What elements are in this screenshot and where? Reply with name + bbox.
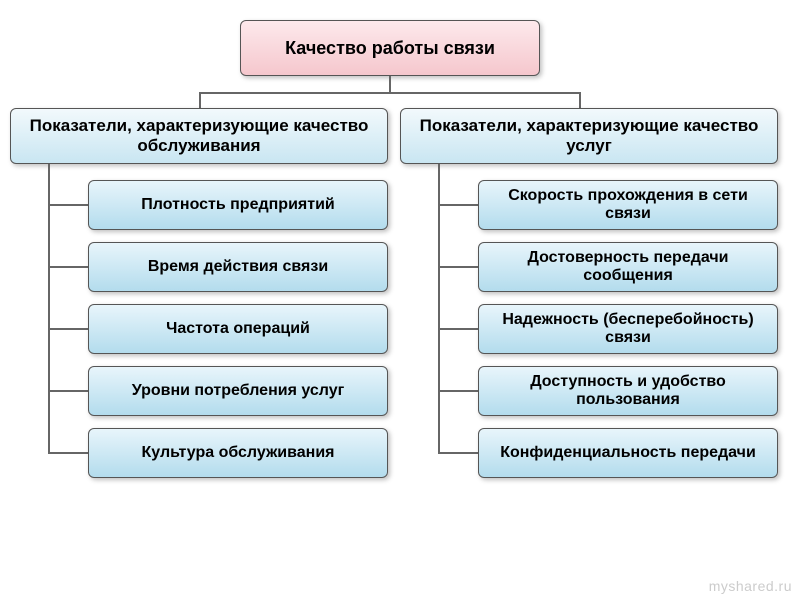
- leaf-label: Время действия связи: [148, 258, 328, 276]
- leaf-node: Надежность (бесперебойность) связи: [478, 304, 778, 354]
- connector: [48, 452, 88, 454]
- connector: [438, 164, 440, 453]
- leaf-label: Достоверность передачи сообщения: [487, 249, 769, 285]
- leaf-label: Надежность (бесперебойность) связи: [487, 311, 769, 347]
- watermark: myshared.ru: [709, 578, 792, 594]
- connector: [48, 390, 88, 392]
- branch-label: Показатели, характеризующие качество обс…: [19, 116, 379, 156]
- leaf-label: Уровни потребления услуг: [132, 382, 345, 400]
- watermark-text: myshared.ru: [709, 578, 792, 594]
- leaf-label: Конфиденциальность передачи: [500, 444, 756, 462]
- leaf-label: Доступность и удобство пользования: [487, 373, 769, 409]
- leaf-node: Конфиденциальность передачи: [478, 428, 778, 478]
- connector: [48, 164, 50, 453]
- connector: [438, 328, 478, 330]
- leaf-node: Достоверность передачи сообщения: [478, 242, 778, 292]
- leaf-label: Плотность предприятий: [141, 196, 335, 214]
- leaf-node: Скорость прохождения в сети связи: [478, 180, 778, 230]
- connector: [438, 204, 478, 206]
- connector: [389, 76, 391, 92]
- leaf-label: Культура обслуживания: [141, 444, 334, 462]
- root-label: Качество работы связи: [285, 38, 495, 59]
- root-node: Качество работы связи: [240, 20, 540, 76]
- leaf-node: Культура обслуживания: [88, 428, 388, 478]
- connector: [48, 266, 88, 268]
- leaf-label: Частота операций: [166, 320, 310, 338]
- connector: [438, 390, 478, 392]
- branch-node-0: Показатели, характеризующие качество обс…: [10, 108, 388, 164]
- connector: [199, 92, 201, 108]
- leaf-node: Время действия связи: [88, 242, 388, 292]
- leaf-node: Частота операций: [88, 304, 388, 354]
- leaf-label: Скорость прохождения в сети связи: [487, 187, 769, 223]
- connector: [579, 92, 581, 108]
- connector: [438, 266, 478, 268]
- connector: [48, 328, 88, 330]
- branch-label: Показатели, характеризующие качество усл…: [409, 116, 769, 156]
- connector: [199, 92, 579, 94]
- leaf-node: Плотность предприятий: [88, 180, 388, 230]
- connector: [438, 452, 478, 454]
- leaf-node: Уровни потребления услуг: [88, 366, 388, 416]
- connector: [48, 204, 88, 206]
- leaf-node: Доступность и удобство пользования: [478, 366, 778, 416]
- branch-node-1: Показатели, характеризующие качество усл…: [400, 108, 778, 164]
